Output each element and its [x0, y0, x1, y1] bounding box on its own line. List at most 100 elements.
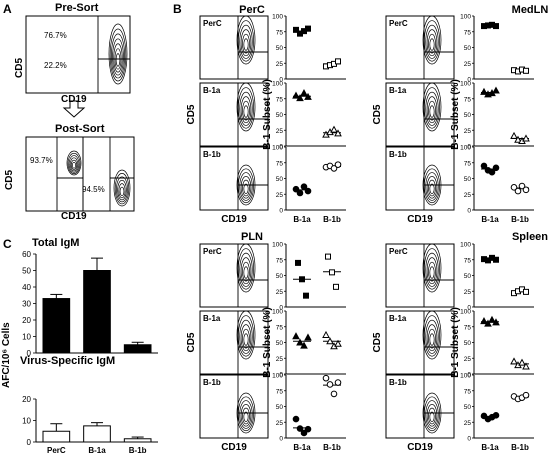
- data-point-triangle: [492, 318, 500, 326]
- data-point-circle: [488, 168, 496, 176]
- data-point-circle: [514, 187, 522, 195]
- contour-ring: [243, 411, 249, 422]
- flow-y-label: CD5: [372, 104, 383, 124]
- y-tick-label: 0: [279, 436, 283, 443]
- data-point-circle: [492, 412, 500, 419]
- data-point-circle: [510, 184, 518, 191]
- scatter-plot-pln-0: 0 25 50 75 100: [272, 242, 346, 312]
- y-tick-label: 50: [276, 273, 284, 280]
- data-point-circle: [304, 425, 312, 433]
- flow-row-label: PerC: [203, 19, 222, 28]
- y-tick-label: 100: [272, 145, 283, 152]
- data-point-triangle: [300, 341, 308, 349]
- scatter-plot-spleen-0: 0 25 50 75 100: [460, 242, 534, 312]
- contour-ring: [424, 168, 440, 204]
- contour-ring: [425, 252, 439, 287]
- tissue-title-perc: PerC: [239, 4, 265, 16]
- data-point-circle: [300, 429, 308, 437]
- panel-letter-c: C: [3, 237, 12, 251]
- data-point-circle: [296, 425, 304, 432]
- y-tick-label: 0: [27, 438, 32, 447]
- data-point-triangle: [510, 357, 518, 365]
- data-point-square: [523, 67, 529, 74]
- y-tick-label: 75: [276, 324, 284, 331]
- y-tick-label: 25: [464, 356, 472, 363]
- presort-plot: [25, 15, 131, 94]
- flow-row-label: B-1b: [389, 378, 407, 387]
- category-label: B-1a: [293, 443, 311, 452]
- y-tick-label: 75: [276, 29, 284, 36]
- bar: [123, 344, 152, 354]
- contour-ring: [422, 310, 442, 360]
- contour-ring: [428, 179, 436, 197]
- data-point-circle: [322, 374, 330, 382]
- contour-ring: [239, 319, 253, 354]
- category-label: PerC: [47, 446, 66, 455]
- y-tick-label: 50: [464, 404, 472, 411]
- contour-ring: [69, 157, 79, 172]
- flow-plot-pln-2: [199, 374, 269, 439]
- panel-letter-a: A: [3, 2, 12, 16]
- contour-ring: [243, 266, 249, 279]
- contour-ring: [66, 150, 82, 176]
- postsort-left-pct: 93.7%: [30, 156, 53, 165]
- data-point-triangle: [480, 317, 488, 325]
- flow-row-label: PerC: [203, 247, 222, 256]
- contour-ring: [424, 315, 440, 357]
- y-tick-label: 0: [279, 372, 283, 379]
- flow-plot-spleen-0: [385, 243, 455, 308]
- y-tick-label: 100: [272, 242, 283, 249]
- contour-ring: [238, 396, 254, 432]
- contour-ring: [242, 407, 250, 425]
- data-point-triangle: [484, 319, 492, 327]
- data-point-triangle: [334, 339, 342, 347]
- y-tick-label: 75: [464, 160, 472, 167]
- y-tick-label: 0: [467, 305, 471, 312]
- category-label: B-1b: [511, 443, 529, 452]
- postsort-left-plot-frame: [25, 136, 84, 212]
- flow-row-label: PerC: [389, 247, 408, 256]
- contour-ring: [242, 33, 250, 54]
- scatter-plot-spleen-1: 0 25 50 75 100: [460, 309, 534, 379]
- data-point-triangle: [304, 333, 312, 341]
- contour-ring: [240, 257, 252, 285]
- data-point-square: [325, 253, 331, 260]
- data-point-square: [329, 269, 335, 276]
- contour-ring: [424, 87, 440, 129]
- data-point-triangle: [322, 330, 330, 338]
- contour-ring: [240, 404, 252, 427]
- contour-ring: [426, 404, 438, 427]
- y-tick-label: 25: [276, 356, 284, 363]
- y-tick-label: 0: [467, 208, 471, 215]
- contour-ring: [242, 328, 250, 349]
- y-tick-label: 50: [464, 340, 472, 347]
- data-point-square: [493, 23, 499, 30]
- contour-ring: [70, 159, 78, 170]
- y-tick-label: 60: [22, 250, 31, 259]
- virus-igm-title: Virus-Specific IgM: [20, 355, 116, 367]
- y-tick-label: 20: [22, 395, 31, 404]
- contour-ring: [425, 172, 439, 201]
- contour-ring: [243, 333, 249, 346]
- flow-plot-perc-1-frame: [199, 82, 269, 147]
- y-tick-label: 0: [27, 349, 32, 358]
- contour-ring: [242, 179, 250, 197]
- y-tick-label: 25: [464, 420, 472, 427]
- flow-plot-medln-0-frame: [385, 15, 455, 80]
- contour-ring: [236, 310, 256, 360]
- flow-row-label: B-1a: [389, 314, 407, 323]
- y-tick-label: 50: [276, 45, 284, 52]
- contour-ring: [240, 29, 252, 57]
- scatter-plot-medln-2: 0 25 50 75 100: [460, 145, 534, 215]
- y-tick-label: 75: [464, 388, 472, 395]
- flow-plot-spleen-1-frame: [385, 310, 455, 375]
- y-tick-label: 25: [464, 61, 472, 68]
- data-point-circle: [522, 186, 530, 194]
- y-tick-label: 100: [272, 373, 283, 380]
- contour-ring: [429, 333, 435, 346]
- y-tick-label: 100: [460, 14, 471, 21]
- b1-subset-y-label: B-1 Subset (%): [450, 79, 461, 150]
- contour-ring: [238, 20, 254, 62]
- presort-upper-pct: 76.7%: [44, 31, 67, 40]
- flow-plot-perc-0: [199, 15, 269, 80]
